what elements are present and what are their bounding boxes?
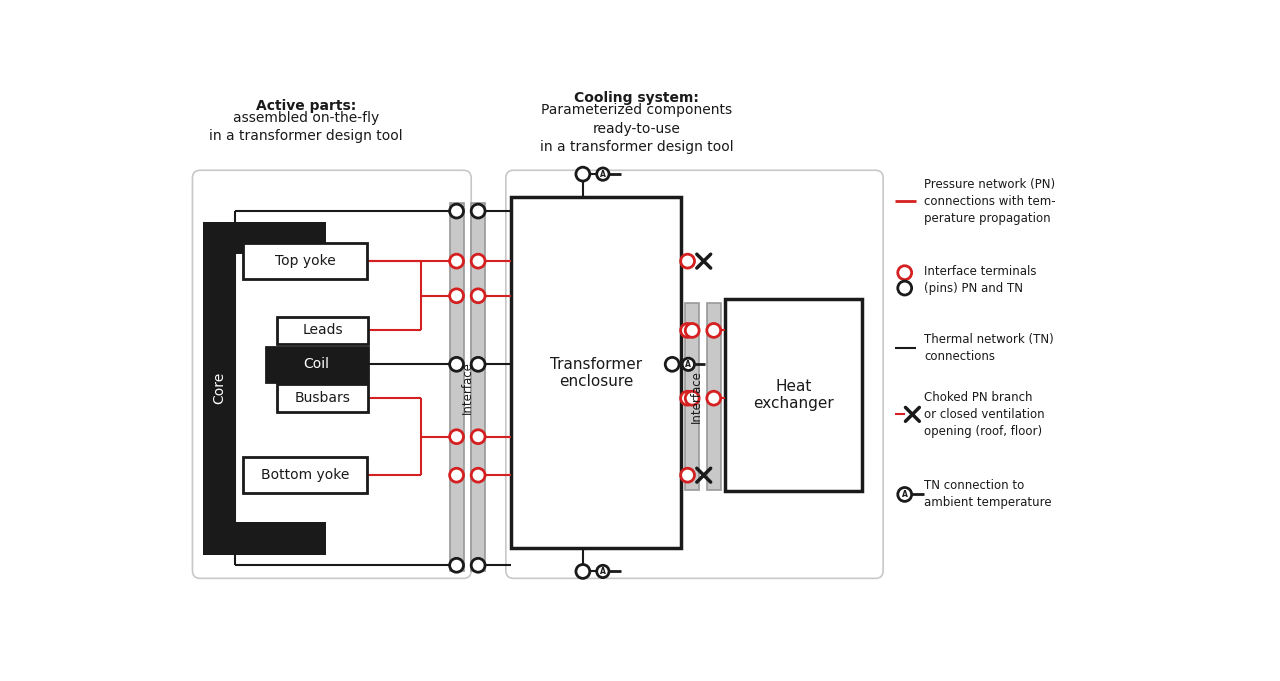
Bar <box>471 204 485 571</box>
Text: Core: Core <box>212 372 227 405</box>
Circle shape <box>471 469 485 482</box>
Circle shape <box>707 392 721 405</box>
Circle shape <box>681 254 695 268</box>
Text: Busbars: Busbars <box>294 391 351 405</box>
Circle shape <box>471 558 485 572</box>
Circle shape <box>681 469 695 482</box>
Text: A: A <box>600 170 605 178</box>
Circle shape <box>449 469 463 482</box>
FancyBboxPatch shape <box>506 170 883 578</box>
Circle shape <box>576 565 590 578</box>
Bar <box>685 304 699 490</box>
Text: assembled on-the-fly
in a transformer design tool: assembled on-the-fly in a transformer de… <box>209 111 402 144</box>
Circle shape <box>449 204 463 218</box>
Circle shape <box>897 281 911 295</box>
Circle shape <box>707 323 721 337</box>
Text: Interface terminals
(pins) PN and TN: Interface terminals (pins) PN and TN <box>924 266 1037 296</box>
Text: Transformer
enclosure: Transformer enclosure <box>550 357 643 389</box>
Bar <box>242 458 367 493</box>
Circle shape <box>685 392 699 405</box>
Circle shape <box>897 266 911 280</box>
Text: Choked PN branch
or closed ventilation
opening (roof, floor): Choked PN branch or closed ventilation o… <box>924 391 1044 438</box>
Circle shape <box>681 323 695 337</box>
Text: TN connection to
ambient temperature: TN connection to ambient temperature <box>924 479 1052 509</box>
Bar <box>278 317 369 345</box>
Bar <box>242 243 367 279</box>
Text: Cooling system:: Cooling system: <box>575 91 699 105</box>
Circle shape <box>681 392 695 405</box>
Text: Thermal network (TN)
connections: Thermal network (TN) connections <box>924 333 1053 363</box>
Circle shape <box>682 358 695 370</box>
Circle shape <box>449 358 463 371</box>
Bar <box>707 304 721 490</box>
Text: A: A <box>902 490 908 499</box>
Bar <box>449 204 463 571</box>
Text: Heat
exchanger: Heat exchanger <box>754 379 835 411</box>
Circle shape <box>449 558 463 572</box>
Text: Top yoke: Top yoke <box>274 254 335 268</box>
Text: A: A <box>685 360 691 369</box>
Bar <box>204 522 326 554</box>
Text: Bottom yoke: Bottom yoke <box>261 469 349 482</box>
Circle shape <box>897 488 911 501</box>
Text: Active parts:: Active parts: <box>256 99 356 112</box>
Bar <box>204 222 326 254</box>
Circle shape <box>471 254 485 268</box>
Circle shape <box>666 358 680 371</box>
Circle shape <box>471 289 485 303</box>
Circle shape <box>596 168 609 180</box>
Circle shape <box>449 289 463 303</box>
Bar <box>511 197 681 548</box>
Text: Interface: Interface <box>461 361 474 414</box>
Circle shape <box>449 254 463 268</box>
Text: Pressure network (PN)
connections with tem-
perature propagation: Pressure network (PN) connections with t… <box>924 178 1056 225</box>
Circle shape <box>471 430 485 443</box>
Text: Interface: Interface <box>690 370 703 423</box>
Bar <box>266 347 369 382</box>
Circle shape <box>596 565 609 577</box>
Text: Coil: Coil <box>303 358 329 371</box>
FancyBboxPatch shape <box>192 170 471 578</box>
Circle shape <box>576 168 590 181</box>
Bar <box>204 222 236 554</box>
Circle shape <box>471 358 485 371</box>
Text: Parameterized components
ready-to-use
in a transformer design tool: Parameterized components ready-to-use in… <box>540 104 733 154</box>
Circle shape <box>685 323 699 337</box>
Circle shape <box>449 430 463 443</box>
Text: A: A <box>600 567 605 576</box>
Bar <box>278 384 369 412</box>
Bar <box>726 299 863 492</box>
Circle shape <box>471 204 485 218</box>
Text: Leads: Leads <box>302 323 343 337</box>
